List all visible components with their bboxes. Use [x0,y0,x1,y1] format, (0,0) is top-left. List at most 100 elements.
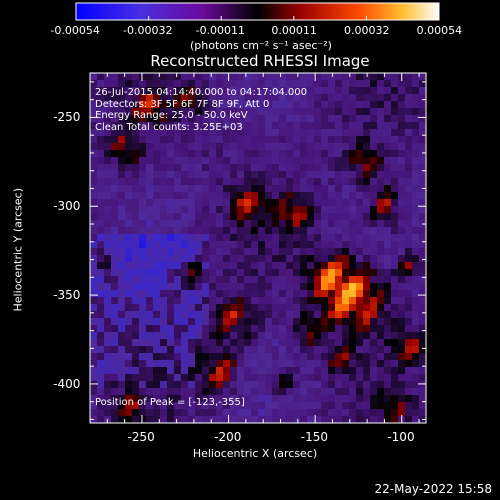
image-pixel [188,374,196,382]
image-pixel [286,206,294,214]
image-pixel [139,381,147,389]
image-pixel [314,115,322,123]
image-pixel [174,115,182,123]
image-pixel [363,395,371,403]
image-pixel [244,297,252,305]
image-pixel [349,276,357,284]
image-pixel [230,346,238,354]
image-pixel [146,185,154,193]
image-pixel [286,332,294,340]
image-pixel [412,262,420,270]
image-pixel [279,171,287,179]
image-pixel [265,318,273,326]
image-pixel [90,150,98,158]
image-pixel [307,108,315,116]
image-pixel [384,283,392,291]
image-pixel [321,353,329,361]
image-pixel [202,73,210,81]
image-pixel [132,234,140,242]
image-pixel [342,374,350,382]
image-pixel [153,164,161,172]
image-pixel [398,234,406,242]
image-pixel [377,241,385,249]
image-pixel [237,241,245,249]
image-pixel [216,164,224,172]
image-pixel [90,129,98,137]
image-pixel [412,227,420,235]
image-pixel [321,339,329,347]
image-pixel [342,178,350,186]
image-pixel [125,388,133,396]
image-pixel [181,381,189,389]
image-pixel [202,353,210,361]
image-pixel [349,150,357,158]
image-pixel [125,332,133,340]
image-pixel [202,171,210,179]
image-pixel [97,185,105,193]
image-pixel [265,122,273,130]
observation-info: 26-Jul-2015 04:14:40.000 to 04:17:04.000… [95,87,307,133]
image-pixel [181,248,189,256]
image-pixel [153,416,161,423]
x-tick-label: -250 [127,430,155,444]
image-pixel [349,283,357,291]
image-pixel [398,143,406,151]
image-pixel [258,395,266,403]
image-pixel [293,318,301,326]
image-pixel [265,332,273,340]
image-pixel [363,157,371,165]
image-pixel [412,150,420,158]
image-pixel [307,129,315,137]
image-pixel [195,332,203,340]
image-pixel [279,374,287,382]
image-pixel [195,213,203,221]
image-pixel [111,115,119,123]
image-pixel [104,101,112,109]
image-pixel [349,220,357,228]
image-pixel [237,94,245,102]
image-pixel [188,213,196,221]
image-pixel [188,241,196,249]
image-pixel [146,87,154,95]
image-pixel [251,143,259,151]
image-pixel [195,206,203,214]
image-pixel [174,367,182,375]
image-pixel [202,150,210,158]
image-pixel [195,388,203,396]
image-pixel [405,325,413,333]
image-pixel [97,248,105,256]
image-pixel [370,409,378,417]
image-pixel [405,185,413,193]
image-pixel [335,199,343,207]
image-pixel [160,129,168,137]
image-pixel [188,248,196,256]
image-pixel [363,248,371,256]
image-pixel [307,206,315,214]
image-pixel [174,192,182,200]
image-pixel [272,290,280,298]
image-pixel [111,283,119,291]
image-pixel [286,311,294,319]
image-pixel [419,367,426,375]
image-pixel [307,220,315,228]
image-pixel [244,269,252,277]
image-pixel [419,262,426,270]
image-pixel [335,220,343,228]
image-pixel [181,192,189,200]
image-pixel [293,171,301,179]
image-pixel [258,346,266,354]
image-pixel [384,402,392,410]
image-pixel [314,164,322,172]
image-pixel [300,283,308,291]
image-pixel [216,73,224,81]
image-pixel [363,115,371,123]
image-pixel [195,395,203,403]
image-pixel [125,150,133,158]
image-pixel [279,157,287,165]
image-pixel [356,388,364,396]
image-pixel [223,346,231,354]
image-pixel [244,311,252,319]
image-pixel [272,304,280,312]
image-pixel [216,318,224,326]
image-pixel [202,234,210,242]
